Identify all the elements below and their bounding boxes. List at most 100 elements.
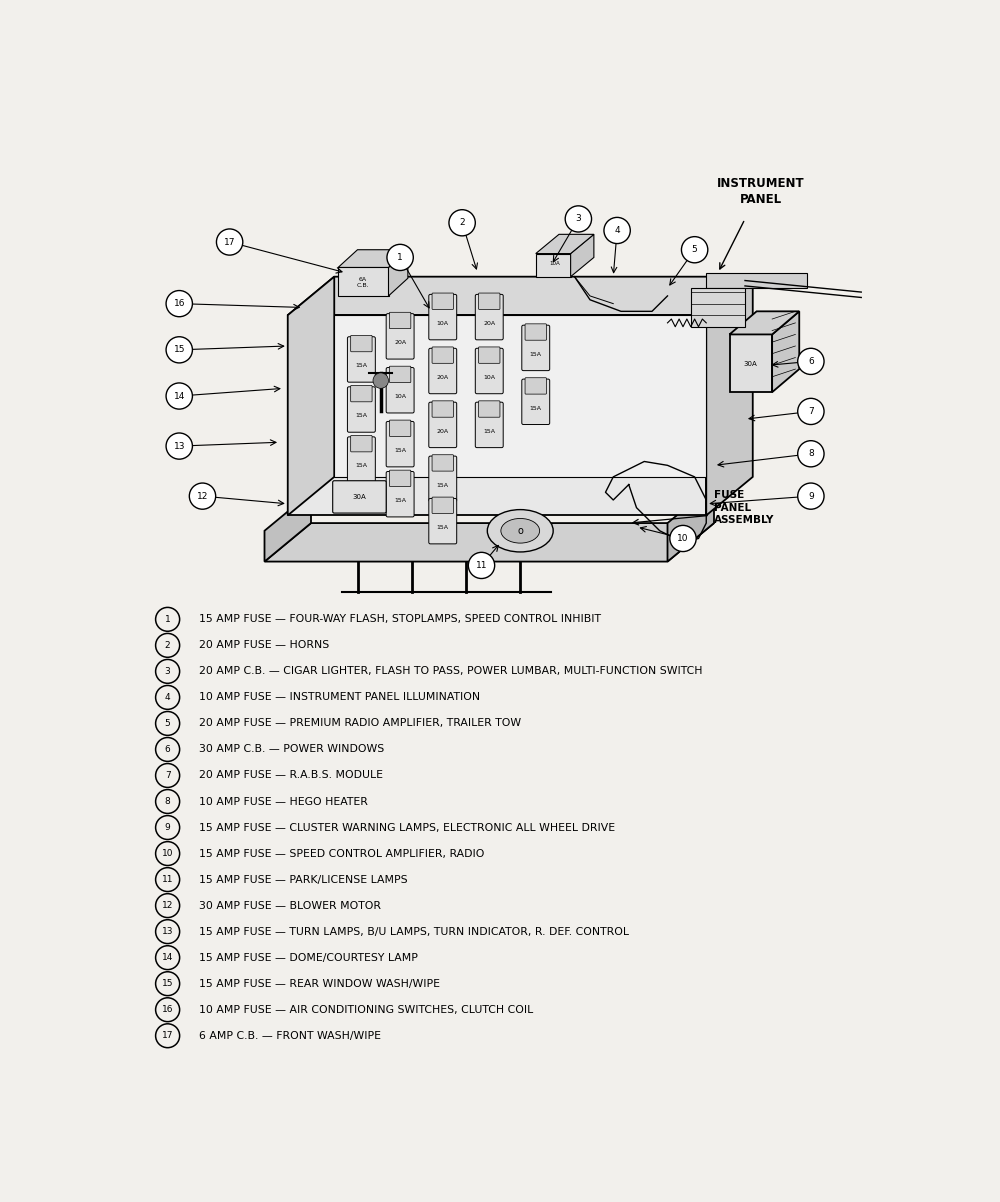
Text: 7: 7 (165, 770, 170, 780)
Polygon shape (338, 267, 388, 296)
FancyBboxPatch shape (479, 293, 500, 309)
FancyBboxPatch shape (525, 377, 546, 394)
Polygon shape (571, 234, 594, 276)
FancyBboxPatch shape (347, 436, 375, 482)
FancyBboxPatch shape (475, 294, 503, 340)
Polygon shape (668, 484, 714, 561)
Text: 15A: 15A (437, 525, 449, 530)
Text: 1: 1 (165, 615, 170, 624)
Text: 11: 11 (162, 875, 173, 885)
FancyBboxPatch shape (522, 326, 550, 370)
FancyBboxPatch shape (351, 386, 372, 401)
Text: 5: 5 (165, 719, 170, 728)
Text: 10A: 10A (483, 375, 495, 380)
Circle shape (798, 349, 824, 375)
Circle shape (670, 525, 696, 552)
Polygon shape (730, 334, 772, 392)
Circle shape (166, 291, 192, 316)
Polygon shape (730, 311, 799, 334)
FancyBboxPatch shape (386, 368, 414, 413)
Text: INSTRUMENT
PANEL: INSTRUMENT PANEL (717, 178, 804, 207)
Text: 20A: 20A (437, 375, 449, 380)
Text: 20 AMP FUSE — PREMIUM RADIO AMPLIFIER, TRAILER TOW: 20 AMP FUSE — PREMIUM RADIO AMPLIFIER, T… (199, 719, 521, 728)
Polygon shape (264, 523, 714, 561)
Polygon shape (334, 315, 706, 477)
FancyBboxPatch shape (347, 337, 375, 382)
FancyBboxPatch shape (429, 499, 457, 543)
Text: 1: 1 (397, 252, 403, 262)
Text: 15A: 15A (394, 448, 406, 453)
Text: 15A: 15A (530, 352, 542, 357)
Text: 10: 10 (677, 534, 689, 543)
Text: 17: 17 (224, 238, 235, 246)
Circle shape (565, 206, 592, 232)
Text: 9: 9 (808, 492, 814, 500)
Text: 16: 16 (162, 1005, 173, 1014)
Text: 15 AMP FUSE — CLUSTER WARNING LAMPS, ELECTRONIC ALL WHEEL DRIVE: 15 AMP FUSE — CLUSTER WARNING LAMPS, ELE… (199, 822, 615, 833)
Text: 16: 16 (174, 299, 185, 308)
Text: 10 AMP FUSE — INSTRUMENT PANEL ILLUMINATION: 10 AMP FUSE — INSTRUMENT PANEL ILLUMINAT… (199, 692, 480, 702)
Text: 13: 13 (174, 441, 185, 451)
Text: 15A: 15A (355, 464, 367, 469)
FancyBboxPatch shape (522, 379, 550, 424)
Text: 8: 8 (165, 797, 170, 807)
Polygon shape (338, 250, 408, 267)
Polygon shape (772, 311, 799, 392)
FancyBboxPatch shape (432, 498, 453, 513)
Text: 14: 14 (174, 392, 185, 400)
Ellipse shape (487, 510, 553, 552)
Text: o: o (517, 525, 523, 536)
Text: 7: 7 (808, 407, 814, 416)
Circle shape (468, 553, 495, 578)
FancyBboxPatch shape (389, 313, 411, 328)
Text: 30 AMP FUSE — BLOWER MOTOR: 30 AMP FUSE — BLOWER MOTOR (199, 900, 381, 911)
Polygon shape (288, 276, 753, 315)
Text: 10A: 10A (550, 261, 560, 266)
FancyBboxPatch shape (432, 400, 453, 417)
Text: 6: 6 (165, 745, 170, 754)
Polygon shape (264, 493, 311, 561)
FancyBboxPatch shape (432, 293, 453, 309)
FancyBboxPatch shape (386, 471, 414, 517)
FancyBboxPatch shape (479, 347, 500, 363)
FancyBboxPatch shape (389, 470, 411, 487)
FancyBboxPatch shape (351, 335, 372, 352)
Text: 15A: 15A (437, 483, 449, 488)
Circle shape (798, 483, 824, 510)
Text: 15 AMP FUSE — PARK/LICENSE LAMPS: 15 AMP FUSE — PARK/LICENSE LAMPS (199, 875, 407, 885)
Text: FUSE
PANEL
ASSEMBLY: FUSE PANEL ASSEMBLY (714, 490, 774, 525)
Circle shape (387, 244, 413, 270)
Circle shape (166, 337, 192, 363)
Circle shape (166, 383, 192, 409)
Text: 9: 9 (165, 823, 170, 832)
Text: 15A: 15A (530, 405, 542, 411)
Text: 20A: 20A (394, 340, 406, 345)
Text: 3: 3 (576, 214, 581, 224)
Circle shape (681, 237, 708, 263)
FancyBboxPatch shape (389, 367, 411, 382)
Text: 15 AMP FUSE — TURN LAMPS, B/U LAMPS, TURN INDICATOR, R. DEF. CONTROL: 15 AMP FUSE — TURN LAMPS, B/U LAMPS, TUR… (199, 927, 629, 936)
FancyBboxPatch shape (432, 347, 453, 363)
Text: 6 AMP C.B. — FRONT WASH/WIPE: 6 AMP C.B. — FRONT WASH/WIPE (199, 1031, 381, 1041)
FancyBboxPatch shape (479, 400, 500, 417)
Text: 20A: 20A (437, 429, 449, 434)
FancyBboxPatch shape (475, 349, 503, 394)
Polygon shape (536, 254, 571, 276)
FancyBboxPatch shape (333, 481, 386, 513)
Text: 15 AMP FUSE — SPEED CONTROL AMPLIFIER, RADIO: 15 AMP FUSE — SPEED CONTROL AMPLIFIER, R… (199, 849, 484, 858)
FancyBboxPatch shape (432, 454, 453, 471)
Text: 20 AMP FUSE — R.A.B.S. MODULE: 20 AMP FUSE — R.A.B.S. MODULE (199, 770, 383, 780)
FancyBboxPatch shape (347, 387, 375, 433)
Text: 30A: 30A (352, 494, 366, 500)
FancyBboxPatch shape (389, 419, 411, 436)
Text: 30A: 30A (744, 361, 757, 367)
Circle shape (798, 441, 824, 466)
Polygon shape (288, 276, 334, 516)
Circle shape (166, 433, 192, 459)
Text: 2: 2 (459, 219, 465, 227)
FancyBboxPatch shape (386, 314, 414, 359)
Text: 15A: 15A (394, 498, 406, 504)
FancyBboxPatch shape (386, 422, 414, 466)
FancyBboxPatch shape (525, 323, 546, 340)
Polygon shape (288, 315, 706, 516)
